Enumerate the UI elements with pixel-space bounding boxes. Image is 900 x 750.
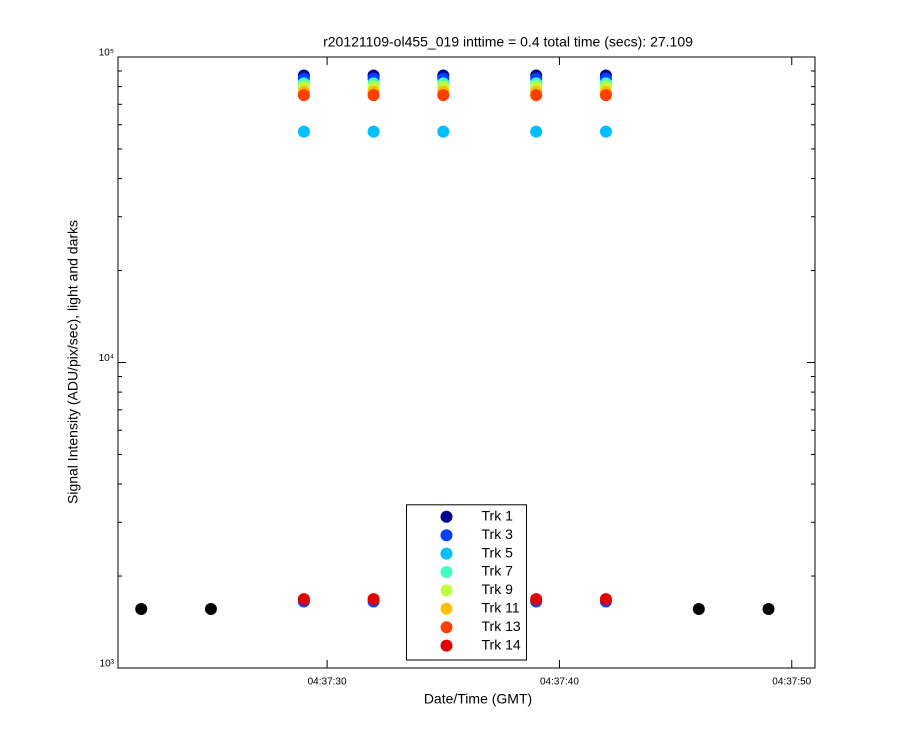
- data-point: [297, 593, 310, 606]
- data-point: [599, 593, 612, 606]
- y-tick-label: 10³: [100, 659, 115, 670]
- y-tick-label: 10⁵: [99, 48, 114, 59]
- data-point: [297, 125, 310, 138]
- legend-marker: [440, 529, 453, 542]
- legend-marker: [440, 584, 453, 597]
- legend-marker: [440, 639, 453, 652]
- data-point: [530, 593, 543, 606]
- data-point: [204, 603, 217, 616]
- data-point: [437, 125, 450, 138]
- data-point: [367, 125, 380, 138]
- data-point: [437, 89, 450, 102]
- y-axis-label: Signal Intensity (ADU/pix/sec), light an…: [65, 220, 81, 504]
- data-point: [530, 89, 543, 102]
- data-point: [530, 125, 543, 138]
- legend-marker: [440, 510, 453, 523]
- legend-label: Trk 14: [482, 636, 521, 652]
- legend-marker: [440, 602, 453, 615]
- legend-label: Trk 3: [482, 526, 514, 542]
- legend-marker: [440, 547, 453, 560]
- x-tick-label: 04:37:40: [540, 677, 579, 688]
- x-axis-label: Date/Time (GMT): [424, 691, 532, 707]
- legend-label: Trk 5: [482, 544, 514, 560]
- legend-marker: [440, 621, 453, 634]
- legend-label: Trk 1: [482, 508, 514, 524]
- data-point: [367, 593, 380, 606]
- data-point: [135, 603, 148, 616]
- legend-label: Trk 13: [482, 618, 521, 634]
- legend-label: Trk 7: [482, 563, 514, 579]
- legend-label: Trk 11: [482, 600, 520, 616]
- data-point: [367, 89, 380, 102]
- legend-marker: [440, 566, 453, 578]
- data-point: [762, 603, 775, 616]
- legend-box: [406, 504, 527, 661]
- data-point: [599, 89, 612, 102]
- chart-title: r20121109-ol455_019 inttime = 0.4 total …: [323, 34, 693, 50]
- data-point: [599, 125, 612, 138]
- x-tick-label: 04:37:50: [772, 677, 811, 688]
- x-tick-label: 04:37:30: [308, 677, 347, 688]
- y-tick-label: 10⁴: [99, 353, 114, 364]
- data-point: [297, 89, 310, 102]
- data-point: [692, 603, 705, 616]
- legend-label: Trk 9: [482, 581, 514, 597]
